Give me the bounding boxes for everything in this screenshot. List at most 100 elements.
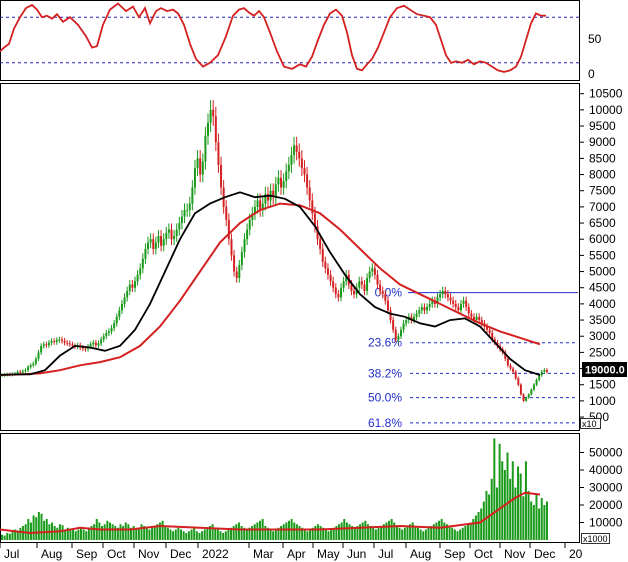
price-tick-label: 7000: [589, 200, 616, 214]
volume-bar: [116, 527, 119, 540]
volume-bar: [390, 519, 393, 540]
price-candle-body: [324, 261, 327, 269]
price-tick-label: 6000: [589, 232, 616, 246]
volume-bar: [474, 515, 477, 540]
volume-bar: [27, 519, 30, 540]
volume-bar: [495, 487, 498, 540]
price-candle-body: [105, 332, 108, 337]
volume-bar: [137, 527, 140, 540]
volume-bar: [66, 527, 69, 540]
volume-bar: [177, 527, 180, 540]
volume-bar: [103, 524, 106, 540]
volume-bar: [546, 501, 548, 540]
volume-bar: [216, 529, 219, 540]
price-candle-body: [342, 281, 345, 288]
volume-bar: [514, 487, 517, 540]
price-candle-body: [467, 307, 470, 314]
price-candle-body: [196, 158, 199, 169]
volume-bar: [114, 526, 117, 540]
volume-bar: [248, 527, 251, 540]
price-candle-body: [243, 239, 246, 253]
price-candle-body: [332, 281, 335, 288]
price-candle-body: [446, 294, 449, 298]
price-tick-labels: 10500 10000 9500 9000 8500 8000 7500 7000 6500 60…: [580, 87, 623, 424]
price-candle-body: [295, 145, 298, 152]
volume-bar: [243, 527, 246, 540]
volume-bar: [195, 531, 198, 540]
volume-bar: [16, 532, 19, 540]
price-candle-body: [360, 281, 363, 285]
price-candle-body: [162, 239, 165, 246]
price-tick-label: 9500: [589, 119, 616, 133]
price-candle-body: [230, 239, 233, 256]
price-tick-label: 2500: [589, 345, 616, 359]
price-candle-body: [277, 177, 280, 185]
volume-bar: [127, 524, 130, 540]
price-candle-body: [204, 135, 207, 162]
volume-bar: [174, 529, 177, 540]
price-candle-body: [366, 278, 369, 291]
price-candle-body: [220, 164, 223, 188]
volume-bar: [145, 527, 148, 540]
volume-bar: [395, 526, 398, 540]
volume-bar: [293, 522, 296, 540]
volume-bar: [187, 531, 190, 540]
oscillator-panel-frame: [0, 0, 580, 81]
price-candle-body: [141, 258, 144, 269]
price-candle-body: [118, 310, 121, 317]
volume-bar: [485, 491, 488, 540]
price-candle-body: [188, 203, 191, 211]
last-value-badge: [582, 362, 627, 377]
price-candle-body: [465, 300, 468, 308]
price-candle-body: [178, 223, 181, 230]
price-candle-body: [530, 389, 533, 395]
volume-tick-label: 40000: [589, 463, 623, 477]
price-candle-body: [186, 210, 189, 212]
price-candle-body: [399, 329, 402, 337]
price-candle-body: [397, 336, 400, 340]
price-candle-body: [42, 344, 45, 346]
volume-bar: [411, 522, 414, 540]
price-candle-body: [274, 184, 277, 198]
price-candle-body: [452, 300, 455, 304]
price-candle-body: [350, 284, 353, 291]
volume-bar: [414, 526, 417, 540]
time-tick-label: Jul: [378, 547, 393, 561]
price-candle-body: [439, 294, 442, 298]
volume-bar: [56, 527, 59, 540]
volume-bar: [438, 520, 441, 540]
price-candle-body: [170, 229, 173, 240]
volume-bar: [324, 529, 327, 540]
price-candle-body: [199, 158, 202, 175]
price-candle-body: [504, 352, 507, 359]
volume-bar: [40, 513, 43, 540]
volume-bar: [364, 520, 367, 540]
volume-bar: [309, 529, 312, 540]
price-candle-body: [316, 226, 319, 240]
volume-bar: [361, 522, 364, 540]
volume-bar: [456, 531, 459, 540]
volume-unit-label: x1000: [583, 534, 608, 544]
price-tick-label: 10500: [589, 87, 623, 101]
volume-bar: [435, 522, 438, 540]
volume-bar: [311, 527, 314, 540]
volume-bar: [372, 527, 375, 540]
volume-bar: [416, 527, 419, 540]
price-candle-body: [131, 284, 134, 288]
price-candle-body: [58, 339, 61, 341]
price-candle-body: [290, 155, 293, 165]
price-candle-body: [459, 303, 462, 311]
price-candle-body: [235, 271, 238, 279]
price-candle-body: [527, 394, 530, 398]
price-candle-body: [238, 265, 241, 279]
volume-bar: [322, 527, 325, 540]
price-candle-body: [92, 342, 95, 345]
price-candle-body: [154, 242, 157, 249]
volume-bar: [303, 529, 306, 540]
price-panel-frame: [0, 83, 580, 431]
price-candle-body: [525, 397, 528, 401]
volume-bar: [143, 526, 146, 540]
price-candle-body: [415, 313, 418, 317]
time-tick-label: May: [317, 547, 340, 561]
